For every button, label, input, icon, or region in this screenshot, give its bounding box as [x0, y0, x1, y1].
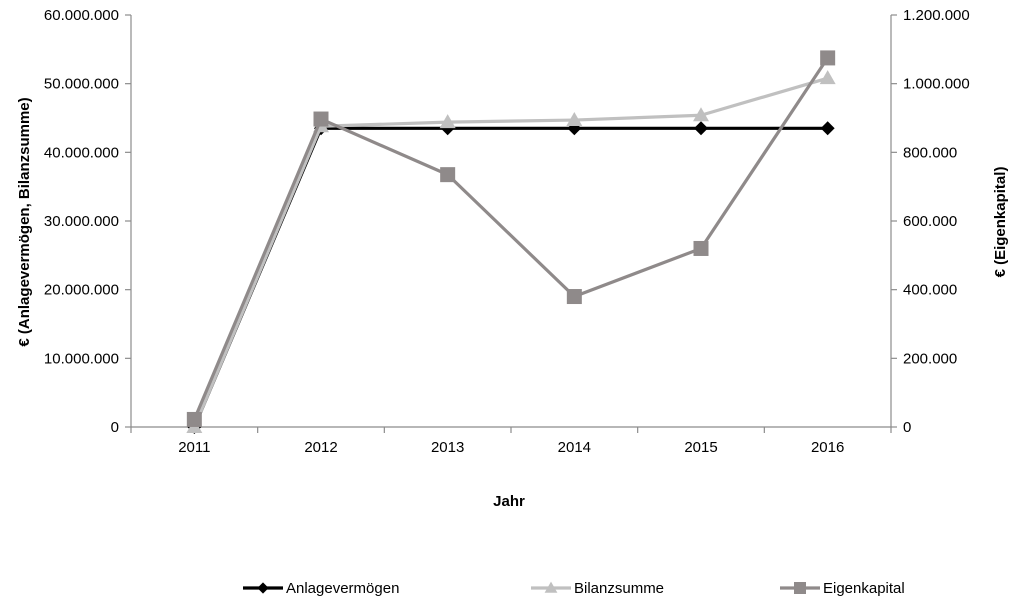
left-y-tick-label: 10.000.000 [44, 350, 119, 367]
data-point [694, 121, 708, 136]
x-tick-label: 2013 [431, 439, 464, 456]
data-point [566, 289, 582, 305]
right-y-tick-label: 600.000 [903, 213, 957, 230]
x-tick-label: 2011 [178, 439, 210, 456]
legend-item: Eigenkapital [780, 580, 905, 597]
legend-label: Bilanzsumme [574, 580, 664, 597]
x-tick-label: 2014 [558, 439, 591, 456]
data-point [313, 111, 329, 127]
data-point [819, 70, 836, 85]
x-tick-label: 2015 [684, 439, 717, 456]
series-eigenkapital [186, 50, 836, 427]
left-y-tick-label: 40.000.000 [44, 144, 119, 161]
series-line [192, 76, 829, 428]
right-y-tick-label: 400.000 [903, 282, 957, 299]
legend: Anlagevermögen Bilanzsumme Eigenkapital [243, 580, 905, 597]
tick-labels: 0 10.000.000 20.000.000 30.000.000 40.000.00… [44, 7, 970, 456]
data-point [820, 121, 835, 136]
series-line [192, 57, 829, 421]
right-y-axis-title: € (Eigenkapital) [992, 167, 1009, 278]
legend-swatch-marker [544, 581, 558, 593]
data-point [440, 167, 456, 183]
left-y-tick-label: 60.000.000 [44, 7, 119, 24]
left-y-axis-title: € (Anlagevermögen, Bilanzsumme) [16, 97, 33, 346]
legend-item: Anlagevermögen [243, 580, 399, 597]
data-point [693, 107, 709, 122]
series [186, 50, 836, 434]
left-y-tick-label: 50.000.000 [44, 76, 119, 93]
legend-label: Anlagevermögen [286, 580, 399, 597]
right-y-tick-label: 1.200.000 [903, 7, 970, 24]
data-point [186, 411, 202, 427]
data-point [439, 114, 456, 129]
legend-swatch-marker [257, 582, 269, 594]
legend-item: Bilanzsumme [531, 580, 664, 597]
data-point [566, 112, 583, 127]
legend-label: Eigenkapital [823, 580, 905, 597]
left-y-tick-label: 20.000.000 [44, 282, 119, 299]
tick-marks [125, 14, 897, 433]
left-y-tick-label: 30.000.000 [44, 213, 119, 230]
x-tick-label: 2012 [304, 439, 337, 456]
x-tick-label: 2016 [811, 439, 844, 456]
right-y-tick-label: 1.000.000 [903, 76, 970, 93]
right-y-tick-label: 0 [903, 419, 911, 436]
legend-swatch-marker [794, 582, 806, 594]
data-point [820, 50, 836, 66]
right-y-tick-label: 800.000 [903, 144, 957, 161]
right-y-tick-label: 200.000 [903, 350, 957, 367]
left-y-tick-label: 0 [111, 419, 119, 436]
data-point [693, 240, 709, 256]
x-axis-title: Jahr [493, 493, 525, 510]
